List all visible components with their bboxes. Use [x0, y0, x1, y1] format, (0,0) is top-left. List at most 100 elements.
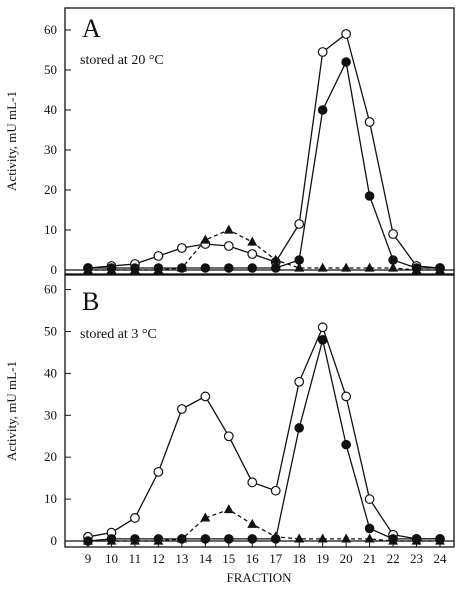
- panel-a-series-0-point: [388, 229, 398, 239]
- panel-a-series-2-point: [153, 264, 164, 274]
- x-tick-label: 24: [434, 551, 448, 566]
- panel-a-y-tick-label: 0: [51, 262, 58, 277]
- panel-a-y-tick-label: 10: [44, 222, 57, 237]
- panel-a-series-2-line: [88, 229, 440, 271]
- panel-b-y-tick-label: 60: [44, 282, 57, 297]
- panel-a-series-0-point: [341, 29, 352, 39]
- panel-a-note: stored at 20 °C: [80, 53, 164, 68]
- x-tick-label: 20: [340, 551, 353, 566]
- panel-b-frame: [64, 274, 455, 548]
- panel-a-y-tick-label: 40: [44, 102, 57, 117]
- panel-b-series-0-point: [223, 431, 234, 442]
- x-tick-label: 12: [152, 551, 165, 566]
- panel-a-y-tick-label: 50: [44, 62, 57, 77]
- panel-b-series-2-point: [435, 535, 445, 545]
- x-tick-label: 21: [363, 551, 376, 566]
- panel-a-series-2-point: [270, 254, 281, 264]
- panel-a-series-2-point: [247, 236, 258, 246]
- panel-b-y-tick-label: 50: [44, 323, 57, 338]
- panel-b-series-0-point: [294, 376, 305, 387]
- panel-b-series-0-point: [200, 391, 211, 402]
- panel-b-note: stored at 3 °C: [80, 327, 157, 342]
- x-tick-label: 16: [246, 551, 260, 566]
- y-axis-title-b: Activity, mU mL-1: [4, 361, 19, 461]
- panel-b-series-1-point: [341, 439, 351, 450]
- y-axis-title-a: Activity, mU mL-1: [4, 91, 19, 191]
- panel-a-series-2-point: [411, 264, 422, 274]
- panel-b-series-2-point: [129, 535, 140, 545]
- panel-b-series-2-point: [341, 533, 352, 543]
- panel-a-series-2-point: [200, 234, 211, 244]
- panel-b: 0 10 20 30 40 50 60 B stored at 3 °C 9 10 11 12 13…: [44, 274, 455, 566]
- panel-b-series: [83, 322, 445, 546]
- x-tick-label: 14: [199, 551, 213, 566]
- panel-a-series-0-point: [176, 243, 187, 253]
- panel-a-series-2-point: [106, 264, 117, 274]
- panel-b-series-2-point: [411, 535, 422, 545]
- panel-b-series-2-point: [223, 504, 234, 514]
- panel-b-series-2-point: [294, 533, 305, 543]
- panel-a-series-2-point: [223, 224, 234, 234]
- panel-b-series-2-point: [364, 533, 375, 543]
- x-tick-label: 23: [410, 551, 423, 566]
- panel-b-y-axis: 0 10 20 30 40 50 60: [44, 282, 454, 548]
- panel-a-series-2-point: [317, 262, 328, 272]
- panel-b-series-1-point: [294, 423, 305, 433]
- panel-a-series-1-line: [88, 59, 440, 269]
- x-tick-label: 9: [85, 551, 92, 566]
- panel-b-series-2-point: [270, 531, 281, 541]
- panel-a: 0 10 20 30 40 50 60 A stored at 20 °C: [44, 7, 455, 277]
- panel-b-series-0-point: [341, 391, 352, 402]
- panel-b-series-2-point: [176, 533, 187, 543]
- panel-a-series-0-point: [317, 47, 328, 57]
- panel-b-y-tick-label: 20: [44, 449, 57, 464]
- panel-a-series-2-point: [341, 262, 352, 272]
- panel-a-series-1-point: [317, 105, 328, 115]
- panel-a-series-0-point: [223, 241, 234, 251]
- panel-b-series-2-point: [317, 533, 328, 543]
- panel-b-series-0-point: [247, 477, 258, 488]
- panel-a-y-tick-label: 30: [44, 142, 57, 157]
- panel-a-series-2-point: [388, 262, 399, 272]
- panel-b-series-2-point: [153, 535, 164, 545]
- panel-b-series-0-point: [176, 404, 187, 414]
- panel-a-y-tick-label: 20: [44, 182, 57, 197]
- panel-a-series: [83, 29, 445, 274]
- panel-a-letter: A: [82, 14, 101, 43]
- panel-b-series-1-point: [364, 523, 375, 534]
- panel-a-series-1-point: [364, 191, 375, 201]
- panel-b-series-2-line: [88, 508, 440, 542]
- panel-a-series-0-point: [364, 117, 375, 127]
- x-tick-label: 22: [387, 551, 400, 566]
- panel-a-y-tick-label: 60: [44, 22, 57, 37]
- panel-b-series-0-point: [130, 513, 140, 523]
- panel-b-series-0-point: [270, 485, 281, 496]
- panel-b-series-2-point: [200, 512, 211, 522]
- panel-a-series-0-point: [247, 249, 258, 259]
- panel-a-series-1-point: [247, 263, 258, 273]
- x-tick-label: 18: [293, 551, 306, 566]
- panel-a-series-1-point: [270, 263, 281, 273]
- panel-b-series-1-point: [317, 335, 328, 345]
- x-tick-label: 19: [316, 551, 329, 566]
- x-tick-label: 17: [269, 551, 283, 566]
- panel-b-series-0-line: [87, 325, 440, 540]
- panel-b-series-1-line: [87, 339, 440, 542]
- panel-b-series-0-point: [153, 466, 164, 477]
- panel-a-series-0-line: [87, 32, 441, 269]
- x-axis-title: FRACTION: [226, 570, 292, 585]
- panel-a-series-1-point: [341, 57, 351, 67]
- x-axis: 9 10 11 12 13 14 15 16 17 18 19 20 21 22 23 24: [85, 541, 447, 566]
- panel-a-series-1-point: [224, 263, 234, 273]
- panel-a-frame: [64, 7, 455, 275]
- panel-a-series-0-point: [294, 219, 305, 229]
- panel-b-series-2-point: [388, 535, 399, 545]
- panel-b-y-tick-label: 0: [51, 533, 58, 548]
- panel-b-series-2-point: [106, 535, 117, 545]
- panel-b-letter: B: [82, 287, 99, 316]
- x-tick-label: 15: [222, 551, 235, 566]
- panel-a-series-2-point: [435, 264, 445, 274]
- x-tick-label: 13: [175, 551, 188, 566]
- panel-b-series-2-point: [83, 535, 93, 545]
